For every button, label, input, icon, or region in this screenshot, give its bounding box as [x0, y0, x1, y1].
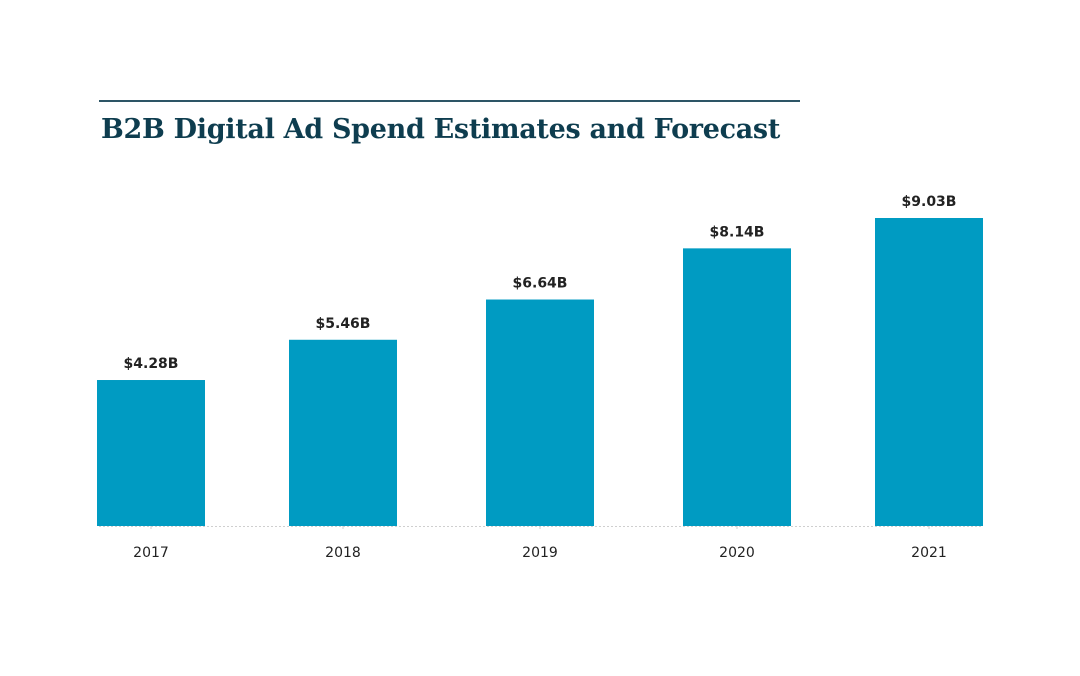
x-tick-label-2020: 2020: [719, 545, 755, 561]
bar-2018: [289, 339, 397, 526]
x-tick-label-2017: 2017: [133, 545, 169, 561]
bar-2017: [97, 380, 205, 526]
x-tick-label-2021: 2021: [911, 545, 947, 561]
chart-title: B2B Digital Ad Spend Estimates and Forec…: [101, 114, 780, 145]
data-label-2017: $4.28B: [124, 356, 179, 372]
data-label-2019: $6.64B: [513, 276, 568, 292]
data-label-2018: $5.46B: [316, 316, 371, 332]
data-label-2020: $8.14B: [710, 224, 765, 240]
title-rule: [99, 100, 800, 102]
bar-2020: [683, 248, 791, 527]
data-label-2021: $9.03B: [902, 194, 957, 210]
bar-2021: [875, 218, 983, 526]
x-tick-label-2018: 2018: [325, 545, 361, 561]
bar-2019: [486, 299, 594, 526]
x-tick-label-2019: 2019: [522, 545, 558, 561]
